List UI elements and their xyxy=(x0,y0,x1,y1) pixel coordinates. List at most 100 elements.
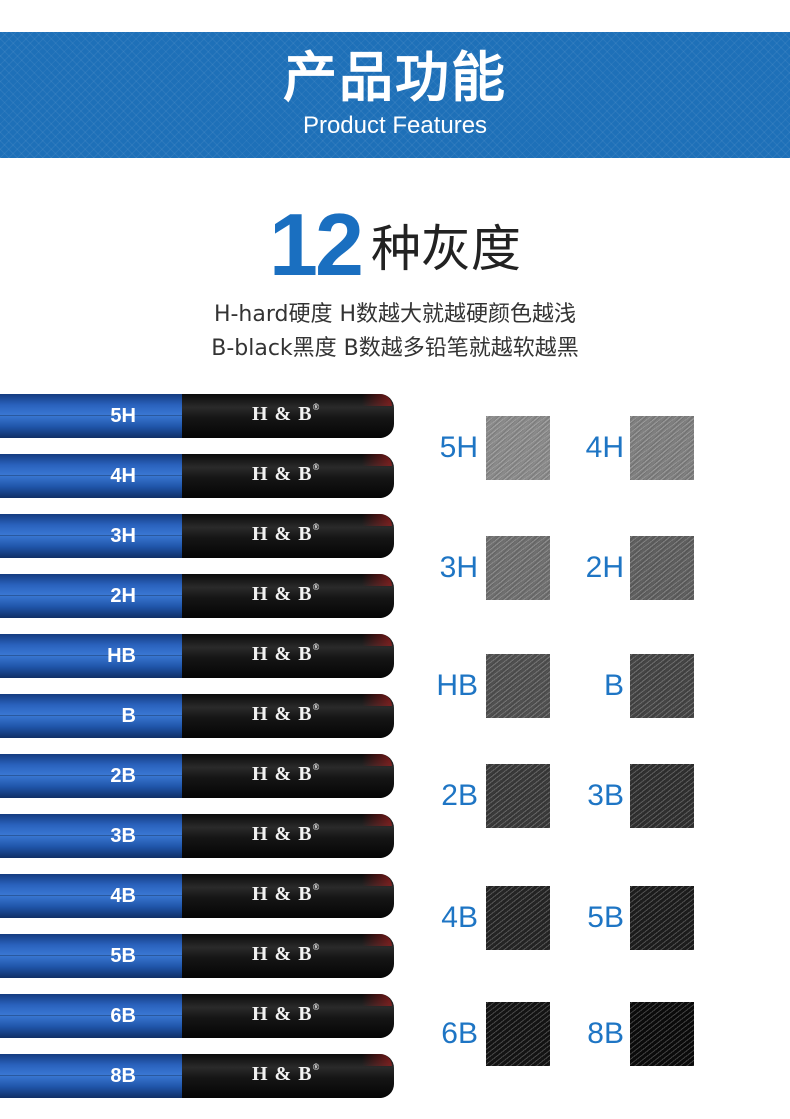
swatch-3h xyxy=(486,536,550,600)
registered-mark: ® xyxy=(312,1062,321,1072)
pencil-end-cap: H & B® xyxy=(182,934,394,978)
pencil-grade-label: B xyxy=(121,705,136,727)
pencil-8b: 8B H & B® xyxy=(0,1054,394,1098)
pencil-body: 3H xyxy=(0,514,182,558)
registered-mark: ® xyxy=(312,762,321,772)
pencil-end-cap: H & B® xyxy=(182,994,394,1038)
pencil-brand-label: H & B® xyxy=(252,942,321,965)
pencil-facet-line xyxy=(0,955,182,956)
swatch-3b xyxy=(630,764,694,828)
swatch-label-2h: 2H xyxy=(585,551,624,584)
pencil-brand-label: H & B® xyxy=(252,762,321,785)
pencil-grade-label: 8B xyxy=(110,1065,136,1087)
pencil-5b: 5B H & B® xyxy=(0,934,394,978)
swatch-label-5h: 5H xyxy=(439,431,478,464)
pencil-6b: 6B H & B® xyxy=(0,994,394,1038)
pencil-brand-label: H & B® xyxy=(252,822,321,845)
pencil-4b: 4B H & B® xyxy=(0,874,394,918)
pencil-body: HB xyxy=(0,634,182,678)
pencil-grade-label: 2H xyxy=(110,585,136,607)
pencil-tip-highlight xyxy=(362,874,392,886)
pencil-end-cap: H & B® xyxy=(182,454,394,498)
pencil-2h: 2H H & B® xyxy=(0,574,394,618)
swatch-8b xyxy=(630,1002,694,1066)
pencil-brand-label: H & B® xyxy=(252,462,321,485)
pencil-tip-highlight xyxy=(362,394,392,406)
registered-mark: ® xyxy=(312,402,321,412)
pencil-grade-label: 3H xyxy=(110,525,136,547)
pencil-facet-line xyxy=(0,415,182,416)
heading-number: 12 xyxy=(269,195,364,294)
pencil-body: 3B xyxy=(0,814,182,858)
pencil-brand-label: H & B® xyxy=(252,402,321,425)
registered-mark: ® xyxy=(312,942,321,952)
pencil-tip-highlight xyxy=(362,1054,392,1066)
pencil-body: 5H xyxy=(0,394,182,438)
swatch-label-b: B xyxy=(603,669,624,702)
pencil-facet-line xyxy=(0,775,182,776)
swatch-b xyxy=(630,654,694,718)
pencil-tip-highlight xyxy=(362,754,392,766)
pencil-tip-highlight xyxy=(362,934,392,946)
pencil-b: B H & B® xyxy=(0,694,394,738)
swatch-label-hb: HB xyxy=(436,669,478,702)
registered-mark: ® xyxy=(312,702,321,712)
pencil-grade-label: 3B xyxy=(110,825,136,847)
pencil-end-cap: H & B® xyxy=(182,394,394,438)
pencil-tip-highlight xyxy=(362,994,392,1006)
pencil-facet-line xyxy=(0,655,182,656)
registered-mark: ® xyxy=(312,1002,321,1012)
swatch-hb xyxy=(486,654,550,718)
registered-mark: ® xyxy=(312,462,321,472)
pencil-body: 6B xyxy=(0,994,182,1038)
pencil-facet-line xyxy=(0,535,182,536)
swatch-4b xyxy=(486,886,550,950)
swatch-label-3b: 3B xyxy=(587,779,624,812)
pencil-facet-line xyxy=(0,895,182,896)
pencil-5h: 5H H & B® xyxy=(0,394,394,438)
pencil-brand-label: H & B® xyxy=(252,882,321,905)
pencil-body: 5B xyxy=(0,934,182,978)
pencil-tip-highlight xyxy=(362,694,392,706)
pencil-facet-line xyxy=(0,835,182,836)
pencil-tip-highlight xyxy=(362,574,392,586)
pencil-facet-line xyxy=(0,595,182,596)
pencil-tip-highlight xyxy=(362,454,392,466)
description-line-2: B-black黑度 B数越多铅笔就越软越黑 xyxy=(211,336,579,361)
pencil-brand-label: H & B® xyxy=(252,522,321,545)
pencil-tip-highlight xyxy=(362,514,392,526)
swatch-2h xyxy=(630,536,694,600)
pencil-end-cap: H & B® xyxy=(182,1054,394,1098)
pencil-grade-label: 5B xyxy=(110,945,136,967)
swatch-5h xyxy=(486,416,550,480)
pencil-tip-highlight xyxy=(362,814,392,826)
pencil-grade-label: 2B xyxy=(110,765,136,787)
pencil-facet-line xyxy=(0,1015,182,1016)
swatch-label-8b: 8B xyxy=(587,1017,624,1050)
pencil-2b: 2B H & B® xyxy=(0,754,394,798)
registered-mark: ® xyxy=(312,822,321,832)
swatch-label-2b: 2B xyxy=(441,779,478,812)
swatch-label-4b: 4B xyxy=(441,901,478,934)
pencil-body: 2B xyxy=(0,754,182,798)
registered-mark: ® xyxy=(312,882,321,892)
swatch-2b xyxy=(486,764,550,828)
swatch-5b xyxy=(630,886,694,950)
pencil-hb: HB H & B® xyxy=(0,634,394,678)
header-banner: 产品功能 Product Features xyxy=(0,32,790,158)
pencil-grade-label: HB xyxy=(107,645,136,667)
pencil-end-cap: H & B® xyxy=(182,514,394,558)
pencil-3b: 3B H & B® xyxy=(0,814,394,858)
pencil-4h: 4H H & B® xyxy=(0,454,394,498)
pencil-body: 8B xyxy=(0,1054,182,1098)
pencil-body: 4B xyxy=(0,874,182,918)
swatch-6b xyxy=(486,1002,550,1066)
pencil-facet-line xyxy=(0,715,182,716)
swatch-4h xyxy=(630,416,694,480)
swatch-label-5b: 5B xyxy=(587,901,624,934)
pencil-end-cap: H & B® xyxy=(182,814,394,858)
pencil-end-cap: H & B® xyxy=(182,634,394,678)
pencil-brand-label: H & B® xyxy=(252,1062,321,1085)
pencil-grade-label: 5H xyxy=(110,405,136,427)
swatch-label-4h: 4H xyxy=(585,431,624,464)
